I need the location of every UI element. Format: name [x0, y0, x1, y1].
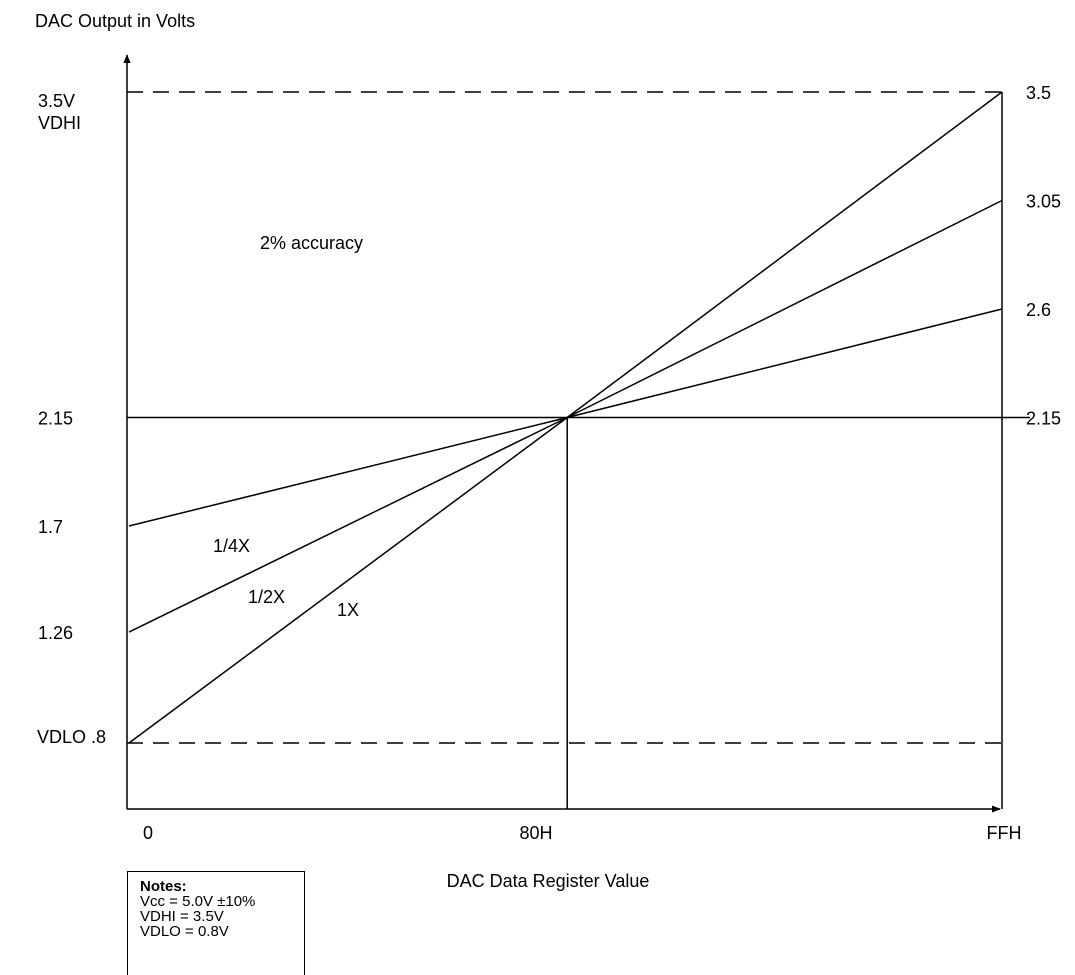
notes-line-vdlo: VDLO = 0.8V — [140, 923, 229, 940]
left-tick-label-4: 1.26 — [38, 623, 73, 643]
right-tick-label-0: 3.5 — [1026, 83, 1051, 103]
x-tick-label-2: FFH — [987, 823, 1022, 843]
notes-line-vcc: Vcc = 5.0V ±10% — [140, 893, 256, 910]
notes-box: Notes: Vcc = 5.0V ±10% VDHI = 3.5V VDLO … — [127, 871, 305, 975]
notes-title: Notes: — [140, 878, 187, 895]
left-tick-label-0: 3.5V — [38, 91, 75, 111]
notes-line-vdhi: VDHI = 3.5V — [140, 908, 224, 925]
left-tick-label-2: 2.15 — [38, 409, 73, 429]
right-tick-label-3: 2.15 — [1026, 409, 1061, 429]
series-line-1 — [128, 199, 1003, 633]
x-tick-label-1: 80H — [519, 823, 552, 843]
series-label-1: 1/2X — [248, 587, 285, 607]
right-tick-label-2: 2.6 — [1026, 300, 1051, 320]
series-label-2: 1/4X — [213, 536, 250, 556]
right-tick-label-1: 3.05 — [1026, 192, 1061, 212]
series-line-2 — [128, 308, 1003, 527]
y-axis-label: DAC Output in Volts — [35, 11, 195, 31]
series-label-0: 1X — [337, 600, 359, 620]
left-tick-label-5: VDLO .8 — [37, 727, 106, 747]
left-tick-label-3: 1.7 — [38, 517, 63, 537]
x-axis-label: DAC Data Register Value — [447, 871, 650, 891]
left-tick-label-1: VDHI — [38, 113, 81, 133]
accuracy-annotation: 2% accuracy — [260, 233, 363, 253]
x-tick-label-0: 0 — [143, 823, 153, 843]
